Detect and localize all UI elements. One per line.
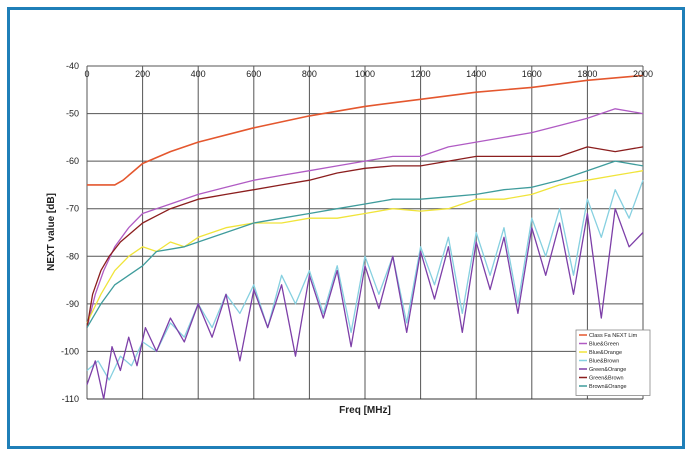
y-tick-label: -70 — [66, 204, 79, 214]
tick-labels: 0 200 400 600 800 1000 1200 1400 1600 1800 2000 -40… — [61, 61, 653, 404]
legend: Class Fa NEXT Lim Blue&Green Blue&Orange Bl… — [575, 329, 651, 396]
series-line — [86, 179, 644, 381]
x-tick-label: 1400 — [466, 69, 486, 79]
x-tick-label: 1000 — [355, 69, 375, 79]
chart-frame: 0 200 400 600 800 1000 1200 1400 1600 1800 2000 -40… — [7, 7, 685, 449]
y-axis-label: NEXT value [dB] — [46, 193, 57, 271]
x-tick-label: 400 — [191, 69, 206, 79]
legend-entry: Class Fa NEXT Lim — [589, 333, 638, 339]
series-line — [86, 208, 644, 400]
x-tick-label: 200 — [135, 69, 150, 79]
y-tick-label: -40 — [66, 61, 79, 71]
y-tick-label: -80 — [66, 251, 79, 261]
x-tick-label: 1600 — [522, 69, 542, 79]
x-tick-label: 2000 — [633, 69, 653, 79]
x-tick-label: 600 — [246, 69, 261, 79]
x-tick-label: 1200 — [411, 69, 431, 79]
legend-entry: Blue&Orange — [589, 350, 622, 356]
legend-entry: Brown&Orange — [589, 384, 627, 390]
chart-svg: 0 200 400 600 800 1000 1200 1400 1600 1800 2000 -40… — [46, 61, 653, 416]
legend-entry: Green&Brown — [589, 376, 624, 382]
y-tick-label: -110 — [62, 394, 79, 404]
x-axis-label: Freq [MHz] — [339, 405, 391, 416]
x-tick-label: 0 — [84, 69, 89, 79]
y-tick-label: -90 — [66, 299, 79, 309]
legend-box — [575, 329, 651, 396]
x-tick-label: 800 — [302, 69, 317, 79]
x-tick-label: 1800 — [577, 69, 597, 79]
legend-entry: Blue&Green — [589, 342, 619, 348]
series-group — [86, 74, 644, 400]
y-tick-label: -100 — [61, 346, 79, 356]
series-line — [86, 108, 644, 328]
series-line — [86, 160, 644, 328]
series-line — [86, 170, 644, 324]
legend-entry: Blue&Brown — [589, 359, 619, 365]
series-line — [87, 74, 644, 186]
legend-entry: Green&Orange — [589, 367, 626, 373]
y-tick-label: -60 — [66, 156, 79, 166]
series-line — [86, 146, 644, 328]
y-tick-label: -50 — [66, 109, 79, 119]
